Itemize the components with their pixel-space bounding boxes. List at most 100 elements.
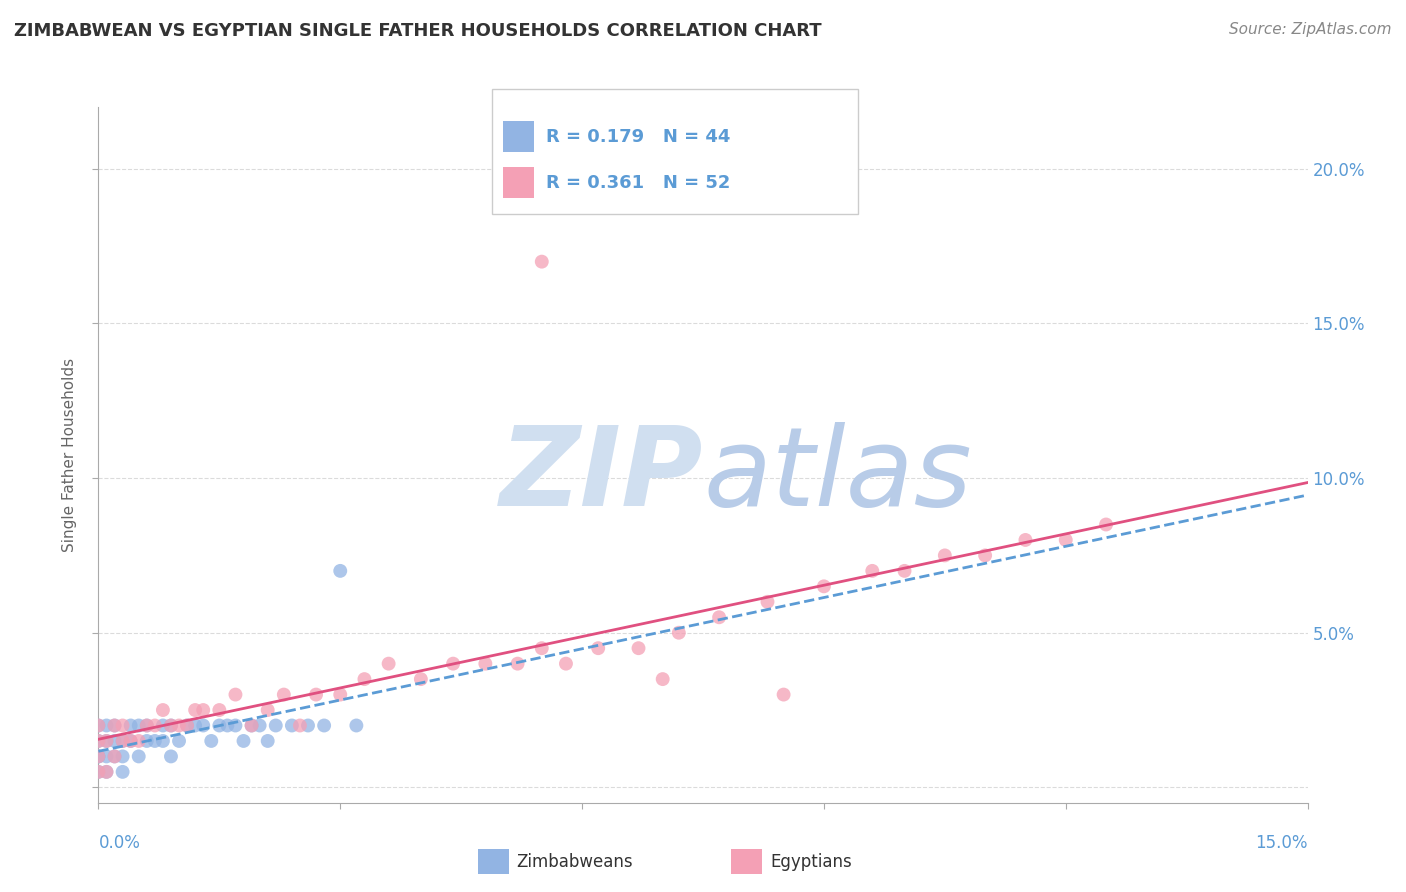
Text: ZIMBABWEAN VS EGYPTIAN SINGLE FATHER HOUSEHOLDS CORRELATION CHART: ZIMBABWEAN VS EGYPTIAN SINGLE FATHER HOU… <box>14 22 821 40</box>
Point <box>135 718 157 732</box>
Point <box>217 718 239 732</box>
Point <box>96 764 118 779</box>
Point <box>87 749 110 764</box>
Point <box>256 734 278 748</box>
Point <box>103 749 125 764</box>
Point <box>224 688 246 702</box>
Point <box>934 549 956 563</box>
Point <box>208 718 231 732</box>
Point <box>128 718 150 732</box>
Point <box>586 641 609 656</box>
Point <box>1095 517 1118 532</box>
Point <box>288 718 311 732</box>
Point <box>87 764 110 779</box>
Point <box>974 549 997 563</box>
Point <box>264 718 287 732</box>
Point <box>249 718 271 732</box>
Point <box>111 764 134 779</box>
Point <box>96 749 118 764</box>
Point <box>297 718 319 732</box>
Point <box>305 688 328 702</box>
Point <box>160 749 183 764</box>
Point <box>87 734 110 748</box>
Text: Source: ZipAtlas.com: Source: ZipAtlas.com <box>1229 22 1392 37</box>
Text: ZIP: ZIP <box>499 422 703 529</box>
Point <box>314 718 336 732</box>
Point <box>668 625 690 640</box>
Point <box>111 734 134 748</box>
Point <box>152 734 174 748</box>
Point <box>409 672 432 686</box>
Y-axis label: Single Father Households: Single Father Households <box>62 358 77 552</box>
Point <box>176 718 198 732</box>
Point <box>87 749 110 764</box>
Text: R = 0.179   N = 44: R = 0.179 N = 44 <box>546 128 730 145</box>
Point <box>240 718 263 732</box>
Point <box>87 734 110 748</box>
Point <box>353 672 375 686</box>
Point <box>96 734 118 748</box>
Point <box>281 718 304 732</box>
Point <box>651 672 673 686</box>
Point <box>193 718 215 732</box>
Point <box>135 734 157 748</box>
Point <box>184 703 207 717</box>
Point <box>96 734 118 748</box>
Point <box>120 718 142 732</box>
Point <box>96 718 118 732</box>
Point <box>87 718 110 732</box>
Point <box>103 749 125 764</box>
Point <box>103 718 125 732</box>
Point <box>160 718 183 732</box>
Text: 0.0%: 0.0% <box>98 834 141 852</box>
Point <box>87 749 110 764</box>
Point <box>184 718 207 732</box>
Point <box>111 749 134 764</box>
Point <box>167 718 190 732</box>
Point <box>772 688 794 702</box>
Point <box>256 703 278 717</box>
Point <box>377 657 399 671</box>
Point <box>860 564 883 578</box>
Point <box>103 718 125 732</box>
Point <box>530 641 553 656</box>
Point <box>240 718 263 732</box>
Point <box>474 657 496 671</box>
Point <box>120 734 142 748</box>
Text: R = 0.361   N = 52: R = 0.361 N = 52 <box>546 174 730 192</box>
Point <box>120 734 142 748</box>
Point <box>329 564 352 578</box>
Point <box>707 610 730 624</box>
Point <box>756 595 779 609</box>
Point <box>103 734 125 748</box>
Point <box>167 734 190 748</box>
Point <box>530 254 553 268</box>
Point <box>143 734 166 748</box>
Point <box>232 734 254 748</box>
Point <box>193 703 215 717</box>
Point <box>200 734 222 748</box>
Point <box>224 718 246 732</box>
Point <box>111 718 134 732</box>
Point <box>152 703 174 717</box>
Point <box>441 657 464 671</box>
Text: Zimbabweans: Zimbabweans <box>516 853 633 871</box>
Point <box>176 718 198 732</box>
Point <box>143 718 166 732</box>
Point <box>1014 533 1036 547</box>
Point <box>160 718 183 732</box>
Point <box>344 718 367 732</box>
Point <box>87 764 110 779</box>
Point <box>111 734 134 748</box>
Point <box>813 579 835 593</box>
Point <box>152 718 174 732</box>
Point <box>135 718 157 732</box>
Point <box>128 734 150 748</box>
Point <box>893 564 915 578</box>
Point <box>208 703 231 717</box>
Point <box>273 688 295 702</box>
Point <box>329 688 352 702</box>
Text: 15.0%: 15.0% <box>1256 834 1308 852</box>
Point <box>1054 533 1077 547</box>
Text: Egyptians: Egyptians <box>770 853 852 871</box>
